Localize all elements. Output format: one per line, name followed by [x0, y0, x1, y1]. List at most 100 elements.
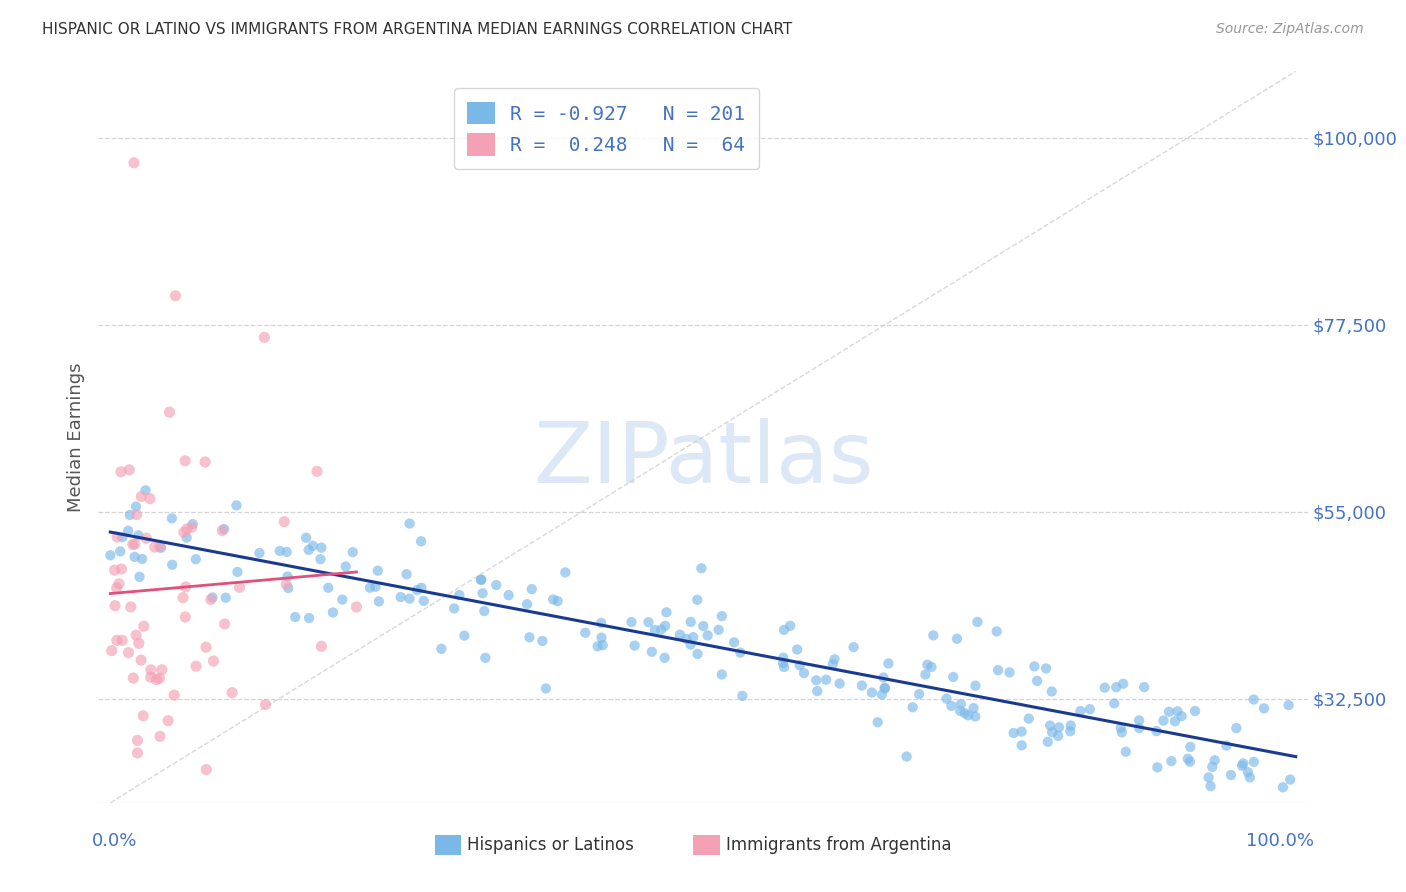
- Point: [359, 581, 381, 595]
- Point: [228, 580, 250, 594]
- Point: [793, 666, 815, 681]
- Point: [253, 330, 276, 344]
- Point: [125, 508, 148, 522]
- Point: [367, 564, 389, 578]
- Point: [105, 633, 128, 648]
- Point: [686, 647, 709, 661]
- Point: [1078, 702, 1101, 716]
- Point: [173, 525, 195, 540]
- Point: [128, 570, 150, 584]
- Point: [1018, 712, 1040, 726]
- Point: [367, 594, 389, 608]
- Point: [342, 545, 364, 559]
- Point: [125, 500, 148, 514]
- Point: [965, 679, 987, 693]
- Point: [104, 563, 127, 577]
- Point: [692, 619, 714, 633]
- Point: [276, 545, 298, 559]
- Point: [730, 646, 752, 660]
- Point: [125, 628, 148, 642]
- Point: [318, 581, 340, 595]
- Point: [1184, 704, 1206, 718]
- Legend: R = -0.927   N = 201, R =  0.248   N =  64: R = -0.927 N = 201, R = 0.248 N = 64: [454, 88, 759, 169]
- Point: [184, 552, 207, 566]
- Point: [866, 715, 889, 730]
- Point: [591, 615, 613, 630]
- Point: [957, 708, 980, 723]
- Point: [917, 657, 939, 672]
- Point: [1002, 726, 1025, 740]
- Point: [145, 673, 167, 687]
- Point: [654, 619, 676, 633]
- Point: [398, 516, 420, 531]
- Point: [1060, 718, 1083, 732]
- Point: [398, 591, 420, 606]
- Point: [143, 540, 166, 554]
- Text: Source: ZipAtlas.com: Source: ZipAtlas.com: [1216, 22, 1364, 37]
- Point: [139, 491, 162, 506]
- Point: [682, 630, 704, 644]
- Point: [637, 615, 659, 630]
- Point: [335, 559, 357, 574]
- Point: [949, 697, 972, 711]
- Point: [986, 624, 1008, 639]
- Point: [1069, 704, 1091, 718]
- Point: [942, 670, 965, 684]
- Point: [117, 646, 139, 660]
- Point: [412, 594, 434, 608]
- Point: [225, 499, 247, 513]
- Point: [1239, 771, 1261, 785]
- Point: [1198, 770, 1220, 784]
- Point: [122, 671, 145, 685]
- Point: [176, 522, 198, 536]
- Point: [860, 685, 883, 699]
- Point: [105, 530, 128, 544]
- Point: [1112, 677, 1135, 691]
- Y-axis label: Median Earnings: Median Earnings: [66, 362, 84, 512]
- Point: [696, 628, 718, 642]
- Point: [474, 650, 496, 665]
- Point: [1157, 705, 1180, 719]
- Point: [118, 508, 141, 522]
- Point: [669, 628, 692, 642]
- Point: [1146, 760, 1168, 774]
- Point: [1128, 714, 1150, 728]
- Point: [920, 660, 942, 674]
- Point: [184, 659, 207, 673]
- Point: [772, 650, 794, 665]
- Point: [1279, 772, 1302, 787]
- Point: [202, 654, 225, 668]
- Point: [174, 580, 197, 594]
- Point: [828, 676, 851, 690]
- Point: [821, 657, 844, 671]
- Point: [128, 636, 150, 650]
- Point: [998, 665, 1021, 680]
- Point: [641, 645, 664, 659]
- Point: [654, 650, 676, 665]
- Point: [1039, 718, 1062, 732]
- Point: [806, 673, 828, 688]
- Point: [105, 581, 128, 595]
- Point: [411, 581, 433, 595]
- Point: [1253, 701, 1275, 715]
- Point: [1271, 780, 1294, 795]
- Point: [498, 588, 520, 602]
- Point: [1237, 765, 1260, 780]
- Point: [180, 520, 202, 534]
- Point: [302, 539, 325, 553]
- Point: [710, 667, 733, 681]
- Point: [644, 623, 666, 637]
- Point: [277, 569, 299, 583]
- Point: [117, 524, 139, 538]
- Point: [470, 573, 492, 587]
- Point: [1036, 735, 1059, 749]
- Point: [111, 530, 134, 544]
- Point: [449, 588, 471, 602]
- Point: [160, 511, 183, 525]
- Point: [470, 573, 492, 587]
- Point: [591, 631, 613, 645]
- Point: [623, 639, 645, 653]
- Point: [772, 656, 794, 670]
- Point: [773, 623, 796, 637]
- Point: [110, 562, 132, 576]
